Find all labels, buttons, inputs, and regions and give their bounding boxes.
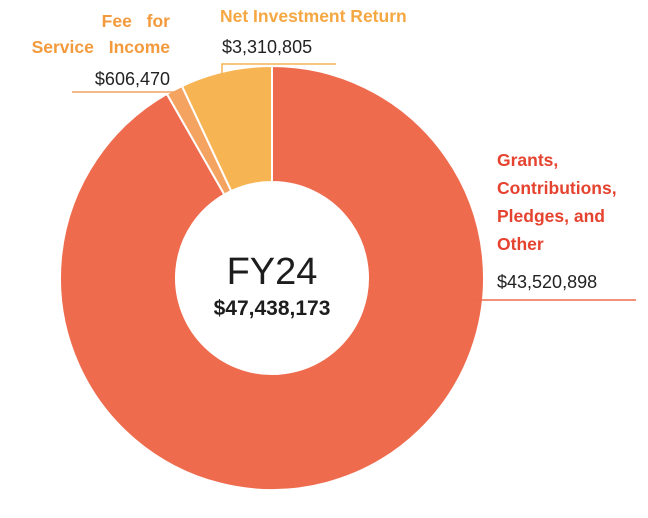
leader-line xyxy=(72,91,181,113)
slice-label: Grants, Contributions, Pledges, and Othe… xyxy=(497,150,617,254)
slice-label: Net Investment Return xyxy=(220,6,407,26)
slice-label: Fee for Service Income xyxy=(31,11,170,57)
slice xyxy=(59,64,485,491)
slice xyxy=(180,64,273,193)
value-label: $43,520,898 xyxy=(497,272,598,292)
center-title: FY24 xyxy=(226,251,318,293)
center-total: $47,438,173 xyxy=(213,297,331,320)
value-label: $3,310,805 xyxy=(222,37,313,57)
leader-line xyxy=(221,63,336,108)
value-label: $606,470 xyxy=(94,69,170,89)
donut xyxy=(59,64,485,491)
